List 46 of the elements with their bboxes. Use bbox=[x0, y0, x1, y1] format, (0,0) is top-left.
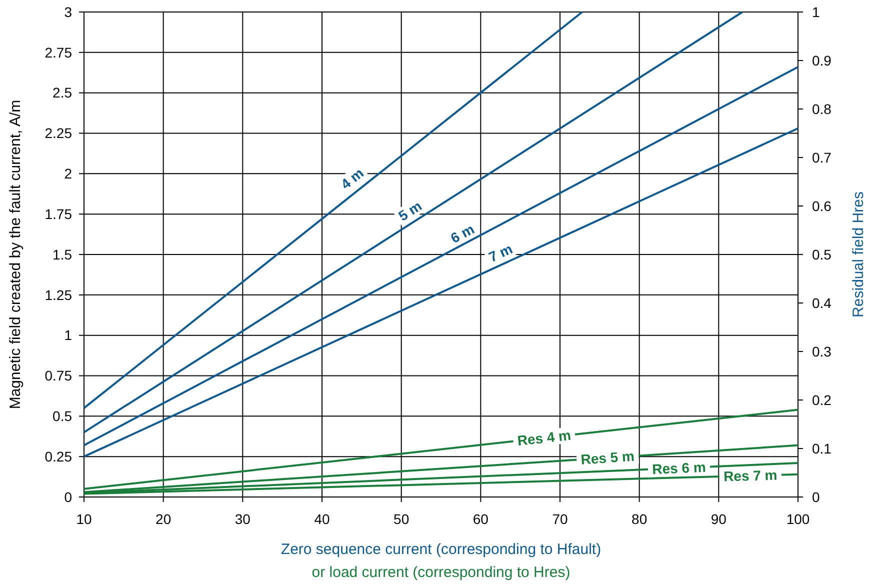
annotation: 4 m bbox=[338, 164, 367, 192]
annotation: 6 m bbox=[448, 220, 477, 246]
y2-tick-label: 0.8 bbox=[812, 100, 832, 117]
y-tick-label: 0.5 bbox=[52, 408, 72, 424]
y2-tick-label: 0 bbox=[812, 488, 820, 505]
y-tick-label: 2.75 bbox=[44, 44, 72, 60]
annotation: Res 6 m bbox=[652, 458, 706, 478]
y2-tick-label: 0.6 bbox=[812, 198, 832, 214]
y2-tick-label: 0.2 bbox=[812, 392, 832, 408]
y-tick-label: 1.5 bbox=[52, 246, 72, 262]
y-axis-title: Magnetic field created by the fault current, A/m bbox=[7, 100, 24, 410]
x-tick-label: 30 bbox=[234, 511, 251, 527]
x-tick-label: 60 bbox=[472, 511, 489, 527]
text: or load current (corresponding to Hres) bbox=[312, 564, 570, 581]
y-tick-label: 0 bbox=[64, 488, 72, 505]
y-tick-label: 2.5 bbox=[52, 84, 72, 101]
y-tick-label: 2.25 bbox=[44, 125, 72, 142]
annotation: Res 7 m bbox=[723, 466, 778, 484]
y2-axis-title: Residual field Hres bbox=[850, 192, 867, 318]
y2-tick-label: 0.7 bbox=[812, 149, 832, 166]
x-tick-label: 10 bbox=[76, 511, 92, 527]
x-tick-label: 40 bbox=[314, 511, 330, 527]
y-tick-label: 1.75 bbox=[44, 206, 72, 222]
y2-tick-label: 0.4 bbox=[812, 294, 832, 311]
x-tick-label: 80 bbox=[632, 511, 648, 527]
annotation: 7 m bbox=[486, 240, 515, 266]
y-tick-label: 0.75 bbox=[44, 368, 72, 384]
y-tick-label: 2 bbox=[64, 166, 72, 182]
y-tick-label: 0.25 bbox=[44, 448, 72, 464]
y2-tick-label: 0.3 bbox=[812, 343, 832, 360]
x-tick-label: 50 bbox=[394, 511, 410, 527]
x-tick-label: 70 bbox=[552, 511, 568, 527]
x-tick-label: 20 bbox=[156, 511, 172, 527]
y-tick-label: 1 bbox=[64, 327, 72, 344]
annotation: Res 5 m bbox=[580, 448, 635, 468]
annotation: 5 m bbox=[396, 198, 424, 224]
annotation: Res 4 m bbox=[516, 426, 572, 449]
y2-tick-label: 0.1 bbox=[812, 440, 832, 456]
y-tick-label: 1.25 bbox=[44, 286, 72, 303]
x-tick-label: 90 bbox=[710, 511, 727, 527]
y2-tick-label: 0.9 bbox=[812, 52, 832, 68]
y2-tick-label: 1 bbox=[812, 4, 820, 20]
y2-tick-label: 0.5 bbox=[812, 246, 832, 262]
x-axis-title: Zero sequence current (corresponding to Hfault) bbox=[280, 541, 602, 558]
y-tick-label: 3 bbox=[64, 4, 72, 20]
x-tick-label: 100 bbox=[786, 511, 810, 527]
